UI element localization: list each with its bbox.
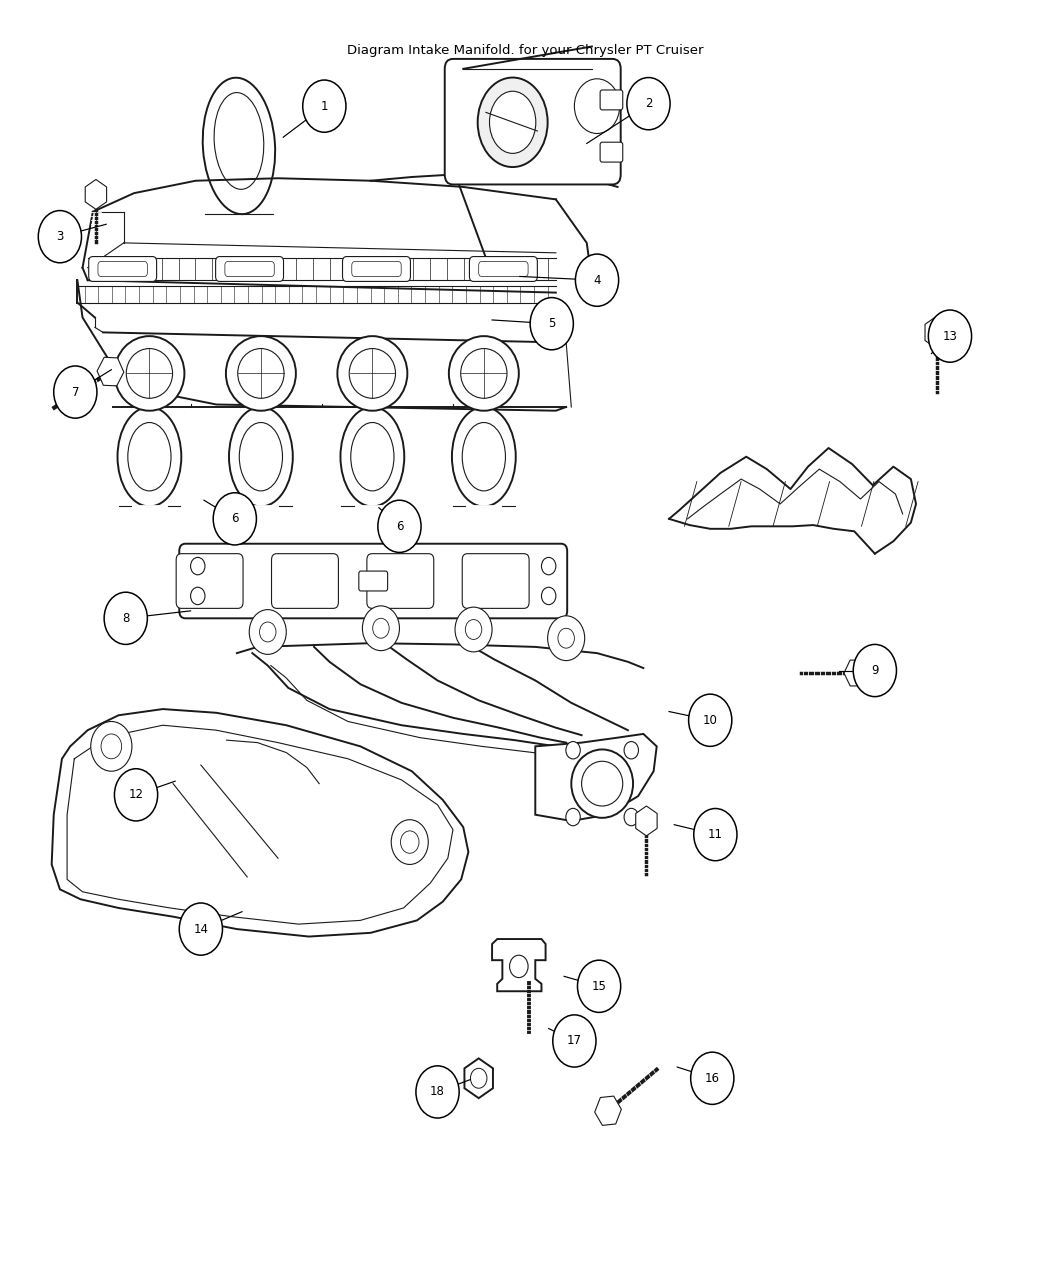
FancyBboxPatch shape [342,256,411,282]
FancyBboxPatch shape [366,553,434,608]
Circle shape [90,722,132,771]
Text: 2: 2 [645,97,652,110]
Text: 16: 16 [705,1072,720,1085]
Circle shape [373,618,390,639]
Circle shape [691,1052,734,1104]
FancyBboxPatch shape [469,256,538,282]
Text: 17: 17 [567,1034,582,1048]
Ellipse shape [229,407,293,506]
Circle shape [191,557,205,575]
Circle shape [575,254,618,306]
Circle shape [465,620,482,640]
Circle shape [928,310,971,362]
Circle shape [689,694,732,746]
Ellipse shape [114,337,185,411]
FancyBboxPatch shape [176,553,243,608]
Circle shape [180,903,223,955]
Circle shape [213,492,256,544]
Circle shape [191,588,205,604]
Circle shape [455,607,492,652]
Circle shape [854,644,897,696]
FancyBboxPatch shape [180,543,567,618]
Text: 18: 18 [430,1085,445,1099]
Ellipse shape [239,422,282,491]
Circle shape [694,808,737,861]
Circle shape [104,592,147,644]
Circle shape [54,366,97,418]
Text: Diagram Intake Manifold. for your Chrysler PT Cruiser: Diagram Intake Manifold. for your Chrysl… [346,43,704,56]
Circle shape [624,742,638,759]
Ellipse shape [351,422,394,491]
Text: 4: 4 [593,274,601,287]
Circle shape [259,622,276,641]
Text: 11: 11 [708,829,722,842]
Circle shape [530,297,573,349]
FancyBboxPatch shape [601,143,623,162]
Ellipse shape [478,78,548,167]
Circle shape [378,500,421,552]
Ellipse shape [571,750,633,817]
FancyBboxPatch shape [601,91,623,110]
FancyBboxPatch shape [462,553,529,608]
Circle shape [362,606,399,650]
Text: 14: 14 [193,923,208,936]
Text: 3: 3 [57,231,64,244]
Circle shape [392,820,428,864]
FancyBboxPatch shape [359,571,387,592]
Circle shape [574,79,620,134]
FancyBboxPatch shape [88,256,156,282]
Circle shape [302,80,345,133]
Circle shape [400,831,419,853]
Ellipse shape [337,337,407,411]
FancyBboxPatch shape [445,59,621,185]
Circle shape [548,616,585,660]
Text: 12: 12 [128,788,144,801]
Polygon shape [536,734,656,821]
Circle shape [566,742,581,759]
Text: 7: 7 [71,385,79,399]
Circle shape [38,210,82,263]
Ellipse shape [340,407,404,506]
Text: 13: 13 [943,330,958,343]
Circle shape [624,808,638,826]
Text: 8: 8 [122,612,129,625]
Ellipse shape [462,422,505,491]
Text: 10: 10 [702,714,717,727]
Circle shape [542,588,555,604]
Circle shape [558,629,574,648]
Ellipse shape [582,761,623,806]
Ellipse shape [452,407,516,506]
Circle shape [542,557,555,575]
Circle shape [101,734,122,759]
Ellipse shape [118,407,182,506]
Circle shape [249,609,287,654]
Text: 1: 1 [320,99,328,112]
Circle shape [470,1068,487,1089]
Ellipse shape [226,337,296,411]
Text: 15: 15 [591,979,607,993]
Text: 6: 6 [396,520,403,533]
Polygon shape [492,938,546,991]
Circle shape [566,808,581,826]
Circle shape [114,769,158,821]
Circle shape [509,955,528,978]
Circle shape [552,1015,596,1067]
Ellipse shape [448,337,519,411]
Ellipse shape [128,422,171,491]
Text: 6: 6 [231,513,238,525]
Text: 5: 5 [548,317,555,330]
Circle shape [416,1066,459,1118]
FancyBboxPatch shape [272,553,338,608]
Circle shape [627,78,670,130]
FancyBboxPatch shape [215,256,284,282]
Circle shape [578,960,621,1012]
Text: 9: 9 [872,664,879,677]
Polygon shape [51,709,468,937]
Ellipse shape [489,92,536,153]
